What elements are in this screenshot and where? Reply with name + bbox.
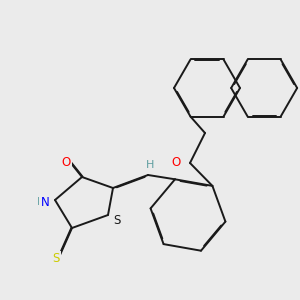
Text: H: H bbox=[37, 197, 45, 207]
Text: H: H bbox=[146, 160, 154, 170]
Text: S: S bbox=[113, 214, 120, 227]
Text: O: O bbox=[61, 155, 70, 169]
Text: S: S bbox=[52, 253, 60, 266]
Text: O: O bbox=[172, 157, 181, 169]
Text: N: N bbox=[41, 196, 50, 208]
